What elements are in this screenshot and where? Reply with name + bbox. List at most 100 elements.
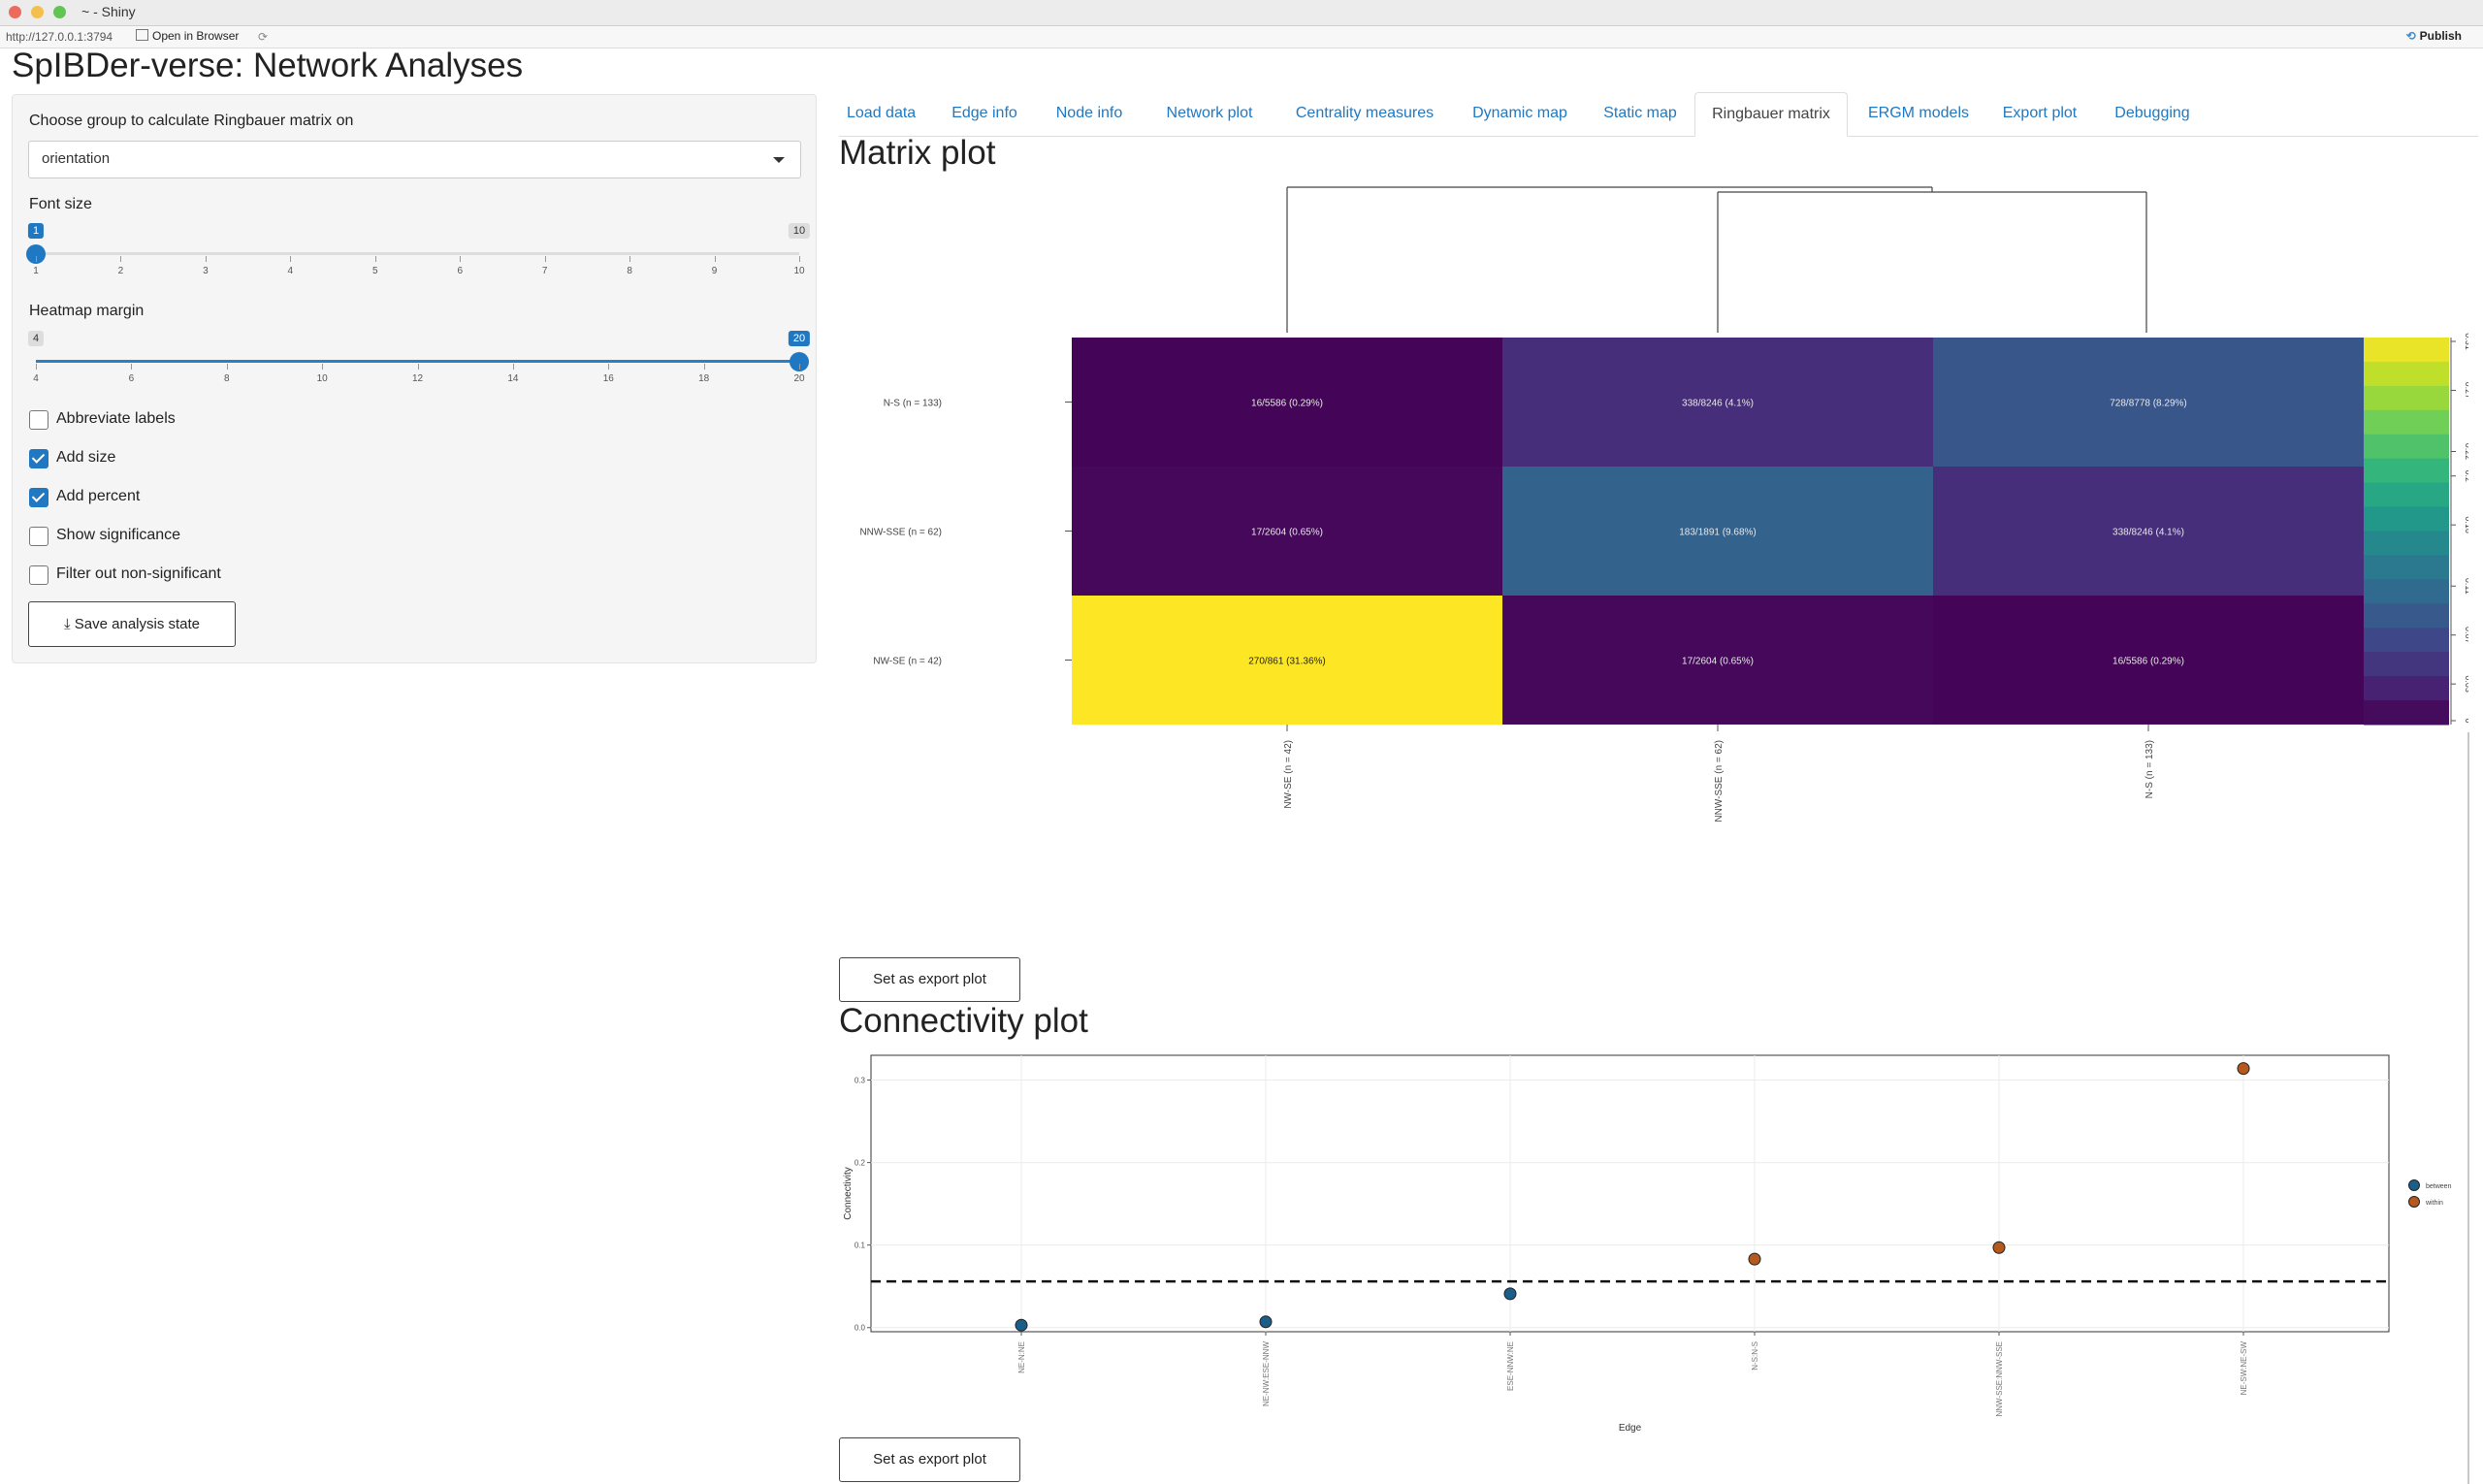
slider-handle[interactable] bbox=[26, 244, 46, 264]
slider-tick-mark bbox=[120, 256, 122, 262]
tab-load-data[interactable]: Load data bbox=[847, 105, 917, 121]
slider-tick-label: 3 bbox=[203, 266, 209, 276]
slider-tick-mark bbox=[36, 256, 37, 262]
minimize-window-icon[interactable] bbox=[31, 6, 44, 18]
font-size-label: Font size bbox=[29, 196, 92, 212]
close-window-icon[interactable] bbox=[9, 6, 21, 18]
save-analysis-state-label: Save analysis state bbox=[74, 616, 201, 632]
slider-tick-label: 4 bbox=[287, 266, 294, 276]
slider-tick-mark bbox=[374, 256, 376, 262]
slider-track[interactable] bbox=[36, 252, 799, 255]
tab-ringbauer-matrix[interactable]: Ringbauer matrix bbox=[1694, 92, 1848, 137]
group-select-label: Choose group to calculate Ringbauer matr… bbox=[29, 113, 354, 129]
slider-tick-mark bbox=[799, 256, 800, 262]
colorbar-step bbox=[2364, 458, 2449, 484]
set-export-plot-button-connectivity[interactable]: Set as export plot bbox=[839, 1437, 1020, 1482]
open-in-browser-button[interactable]: Open in Browser bbox=[136, 29, 239, 43]
set-export-plot-button-matrix[interactable]: Set as export plot bbox=[839, 957, 1020, 1002]
slider-tick-mark bbox=[460, 256, 462, 262]
tab-edge-info[interactable]: Edge info bbox=[951, 105, 1017, 121]
checkbox-label: Show significance bbox=[56, 527, 181, 543]
heatmap-col-label: NNW-SSE (n = 62) bbox=[1714, 740, 1725, 823]
page-title: SpIBDer-verse: Network Analyses bbox=[12, 47, 524, 84]
tab-static-map[interactable]: Static map bbox=[1603, 105, 1677, 121]
group-select[interactable]: orientation bbox=[28, 141, 801, 178]
colorbar-step bbox=[2364, 409, 2449, 436]
heatmap-cell-label: 17/2604 (0.65%) bbox=[1682, 657, 1754, 667]
connectivity-plot-title: Connectivity plot bbox=[839, 1002, 1088, 1040]
heatmap-cell-label: 183/1891 (9.68%) bbox=[1679, 528, 1757, 538]
checkbox-box[interactable] bbox=[29, 449, 48, 468]
font-size-slider[interactable]: 110112345678910 bbox=[26, 223, 811, 276]
matrix-plot-title: Matrix plot bbox=[839, 134, 996, 172]
heatmap-row-label: N-S (n = 133) bbox=[884, 399, 942, 409]
colorbar-step bbox=[2364, 385, 2449, 411]
tab-export-plot[interactable]: Export plot bbox=[2002, 105, 2078, 121]
slider-tick-mark bbox=[714, 256, 716, 262]
open-in-browser-label: Open in Browser bbox=[152, 29, 240, 43]
legend-label: between bbox=[2426, 1183, 2452, 1190]
refresh-icon[interactable]: ⟳ bbox=[258, 30, 269, 44]
heatmap-cell bbox=[1072, 467, 1502, 596]
slider-handle[interactable] bbox=[790, 352, 809, 371]
scrollbar[interactable] bbox=[2467, 732, 2469, 1484]
chevron-down-icon bbox=[773, 157, 785, 163]
colorbar-tick-label: 0.2 bbox=[2464, 469, 2468, 482]
heatmap-cell-label: 270/861 (31.36%) bbox=[1248, 657, 1326, 667]
legend-label: within bbox=[2425, 1200, 2443, 1207]
slider-tick-label: 14 bbox=[507, 373, 519, 384]
ringbauer-heatmap: 16/5586 (0.29%) 338/8246 (4.1%) 728/8778 (… bbox=[859, 186, 2468, 823]
y-axis-label: Connectivity bbox=[843, 1167, 854, 1219]
checkbox-label: Filter out non-significant bbox=[56, 565, 221, 582]
colorbar-step bbox=[2364, 506, 2449, 532]
heatmap-col-label: N-S (n = 133) bbox=[2144, 740, 2155, 798]
window-title: ~ - Shiny bbox=[81, 4, 136, 19]
slider-tick-label: 2 bbox=[117, 266, 124, 276]
tab-bar: Load data Edge info Node info Network pl… bbox=[839, 92, 2478, 137]
dendrogram bbox=[1286, 186, 2147, 333]
heatmap-cell bbox=[1502, 467, 1933, 596]
colorbar-tick-label: 0.11 bbox=[2464, 578, 2468, 595]
checkbox-box[interactable] bbox=[29, 527, 48, 546]
heatmap-cell-label: 338/8246 (4.1%) bbox=[2112, 528, 2184, 538]
data-point bbox=[1992, 1241, 2006, 1254]
tab-network-plot[interactable]: Network plot bbox=[1166, 105, 1253, 121]
checkbox-box[interactable] bbox=[29, 565, 48, 585]
publish-button[interactable]: ⟲ Publish bbox=[2406, 29, 2462, 43]
checkbox-box[interactable] bbox=[29, 488, 48, 507]
tab-dynamic-map[interactable]: Dynamic map bbox=[1472, 105, 1567, 121]
slider-tick-mark bbox=[544, 256, 546, 262]
slider-tick-label: 20 bbox=[793, 373, 805, 384]
colorbar-step bbox=[2364, 434, 2449, 460]
sidebar-panel: Choose group to calculate Ringbauer matr… bbox=[12, 94, 817, 663]
slider-tick-mark bbox=[512, 364, 514, 370]
slider-tick-mark bbox=[799, 364, 800, 370]
x-axis-label: Edge bbox=[1619, 1423, 1642, 1434]
heatmap-row-label: NNW-SSE (n = 62) bbox=[859, 528, 942, 538]
slider-value-label: 20 bbox=[788, 331, 811, 346]
slider-tick-label: 7 bbox=[541, 266, 548, 276]
checkbox-box[interactable] bbox=[29, 410, 48, 430]
heatmap-margin-slider[interactable]: 42020468101214161820 bbox=[27, 331, 811, 384]
x-tick-label: N-S:N-S bbox=[1751, 1341, 1759, 1371]
zoom-window-icon[interactable] bbox=[53, 6, 66, 18]
colorbar-step bbox=[2364, 531, 2449, 556]
tab-ergm-models[interactable]: ERGM models bbox=[1867, 105, 1970, 121]
tab-debugging[interactable]: Debugging bbox=[2114, 105, 2190, 121]
x-tick-label: NNW-SSE:NNW-SSE bbox=[1995, 1341, 2004, 1417]
save-analysis-state-button[interactable]: ⤓ Save analysis state bbox=[28, 601, 236, 647]
data-point bbox=[1503, 1287, 1517, 1301]
tab-centrality-measures[interactable]: Centrality measures bbox=[1295, 105, 1435, 121]
colorbar-step bbox=[2364, 652, 2449, 677]
data-point bbox=[1015, 1318, 1028, 1332]
data-point bbox=[2237, 1062, 2250, 1076]
slider-tick-mark bbox=[226, 364, 228, 370]
heatmap-cell bbox=[1933, 338, 2364, 467]
slider-tick-label: 10 bbox=[316, 373, 328, 384]
group-select-value: orientation bbox=[42, 150, 111, 167]
slider-tick-label: 10 bbox=[793, 266, 805, 276]
legend-key bbox=[2408, 1196, 2420, 1208]
heatmap-margin-label: Heatmap margin bbox=[29, 303, 145, 319]
tab-node-info[interactable]: Node info bbox=[1055, 105, 1123, 121]
heatmap-cell bbox=[1072, 338, 1502, 467]
